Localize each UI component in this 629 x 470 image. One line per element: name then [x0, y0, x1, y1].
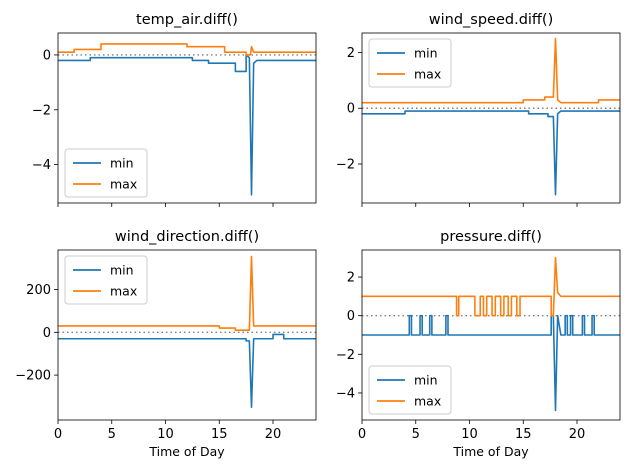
plot-area [362, 256, 620, 412]
x-tick-label: 5 [108, 427, 116, 442]
series-line-min [362, 110, 620, 196]
legend-label-max: max [414, 67, 441, 82]
axes-frame [57, 249, 317, 421]
legend-label-min: min [414, 373, 438, 388]
legend-label-max: max [414, 394, 441, 409]
x-tick-label: 20 [569, 427, 586, 442]
series-line-min [362, 314, 620, 412]
plot-area [58, 255, 316, 408]
x-tick-label: 15 [515, 427, 532, 442]
series-line-max [58, 43, 316, 56]
legend-label-max: max [110, 177, 137, 192]
y-tick-label: 0 [43, 48, 51, 63]
plot-area [362, 37, 620, 196]
chart-title: wind_speed.diff() [429, 12, 553, 28]
legend: min max [64, 255, 148, 305]
chart-title: temp_air.diff() [136, 12, 238, 28]
axes-frame [57, 32, 317, 204]
y-tick-label: −2 [336, 348, 355, 363]
subplot-2: 2 0 −2 wind_speed.diff()min max [336, 12, 621, 207]
x-axis-label: Time of Day [452, 444, 529, 459]
legend-box [368, 38, 452, 88]
x-tick-label: 20 [265, 427, 282, 442]
legend: min max [368, 365, 452, 415]
axes-frame [361, 249, 621, 421]
legend: min max [368, 38, 452, 88]
y-tick-label: 200 [26, 283, 51, 298]
chart-title: wind_direction.diff() [115, 229, 259, 245]
series-line-max [362, 37, 620, 104]
x-tick-label: 5 [412, 427, 420, 442]
series-line-min [58, 333, 316, 408]
y-tick-label: 0 [43, 326, 51, 341]
legend-label-min: min [414, 46, 438, 61]
chart-title: pressure.diff() [440, 229, 542, 245]
series-line-max [362, 256, 620, 317]
y-tick-label: −2 [336, 157, 355, 172]
x-tick-label: 10 [157, 427, 174, 442]
y-tick-label: −4 [336, 386, 355, 401]
legend-box [64, 148, 148, 198]
series-line-max [58, 255, 316, 331]
subplot-1: 0 −2 −4 temp_air.diff()min max [32, 12, 317, 207]
y-tick-label: −4 [32, 158, 51, 173]
legend-label-max: max [110, 284, 137, 299]
x-tick-label: 0 [54, 427, 62, 442]
y-tick-label: −200 [15, 369, 51, 384]
legend-box [368, 365, 452, 415]
axes-frame [361, 32, 621, 204]
legend-label-min: min [110, 263, 134, 278]
y-tick-label: 2 [347, 271, 355, 286]
subplot-3: 0 5 10 15 20 200 0 −200 wind_direction.diff() Tim… [15, 229, 317, 459]
legend: min max [64, 148, 148, 198]
y-tick-label: 2 [347, 46, 355, 61]
x-tick-label: 10 [461, 427, 478, 442]
x-axis-label: Time of Day [148, 444, 225, 459]
x-tick-label: 15 [211, 427, 228, 442]
y-tick-label: 0 [347, 309, 355, 324]
plot-area [58, 43, 316, 196]
y-tick-label: 0 [347, 102, 355, 117]
x-tick-label: 0 [358, 427, 366, 442]
legend-label-min: min [110, 156, 134, 171]
series-line-min [58, 54, 316, 196]
legend-box [64, 255, 148, 305]
y-tick-label: −2 [32, 103, 51, 118]
